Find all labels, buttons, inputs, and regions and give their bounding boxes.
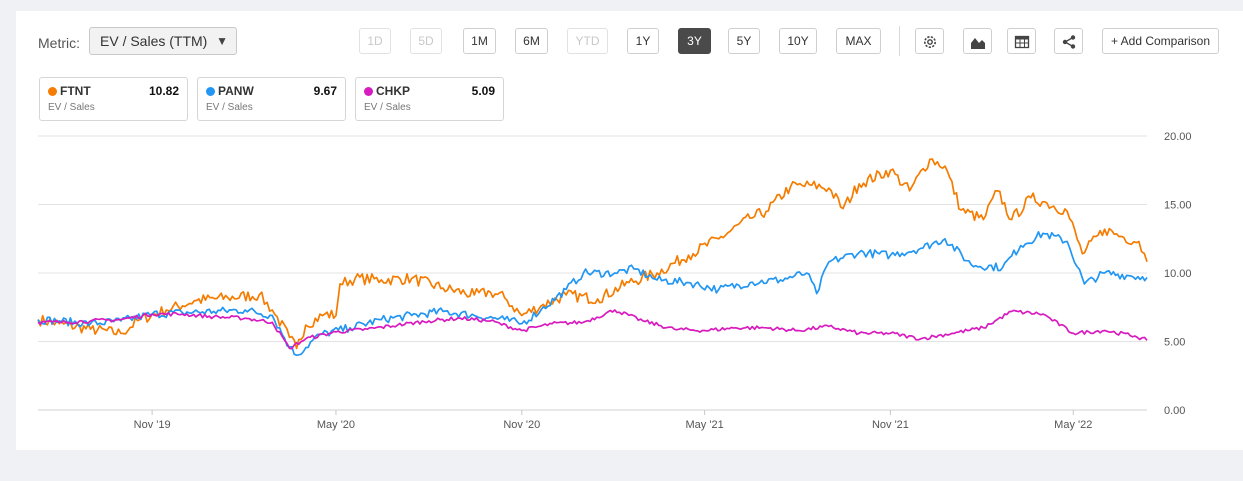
range-label: 5D [418,34,434,48]
range-button-1y[interactable]: 1Y [627,28,659,54]
range-label: 1D [367,34,383,48]
series-line-ftnt [37,158,1148,350]
legend-metric: EV / Sales [206,102,253,113]
toolbar-divider [899,26,900,56]
add-comparison-label: + Add Comparison [1110,34,1211,48]
range-label: YTD [575,34,600,48]
range-button-max[interactable]: MAX [836,28,881,54]
range-label: 3Y [687,34,702,48]
range-button-3y[interactable]: 3Y [678,28,711,54]
y-tick-label: 10.00 [1164,268,1192,280]
series-line-panw [37,231,1148,357]
legend-metric: EV / Sales [48,102,95,113]
range-button-6m[interactable]: 6M [515,28,548,54]
range-label: 1M [471,34,488,48]
range-label: 1Y [635,34,651,48]
y-tick-label: 0.00 [1164,405,1185,417]
range-button-1d[interactable]: 1D [359,28,391,54]
chart-panel: Metric: EV / Sales (TTM) ▼ 1D 5D 1M 6M Y… [16,11,1243,450]
series-color-dot [48,87,57,96]
range-label: 5Y [736,34,752,48]
range-button-10y[interactable]: 10Y [779,28,817,54]
range-button-ytd[interactable]: YTD [567,28,608,54]
metric-label: Metric: [38,35,80,51]
range-label: MAX [845,34,872,48]
add-comparison-button[interactable]: + Add Comparison [1102,28,1219,54]
x-tick-label: May '21 [686,419,724,431]
chart-type-button[interactable] [963,28,992,54]
range-label: 10Y [787,34,809,48]
share-button[interactable] [1054,28,1083,54]
x-tick-label: Nov '20 [503,419,540,431]
metric-dropdown-value: EV / Sales (TTM) [100,33,208,49]
series-line-chkp [37,309,1148,350]
series-color-dot [206,87,215,96]
share-icon [1062,35,1076,49]
metric-dropdown[interactable]: EV / Sales (TTM) ▼ [89,27,237,55]
legend-ticker: FTNT [60,84,91,98]
y-tick-label: 5.00 [1164,337,1185,349]
range-button-5y[interactable]: 5Y [728,28,760,54]
x-tick-label: Nov '19 [134,419,171,431]
x-tick-label: Nov '21 [872,419,909,431]
legend-card-panw[interactable]: PANW 9.67 EV / Sales [197,77,346,121]
table-view-button[interactable] [1007,28,1036,54]
x-tick-label: May '22 [1054,419,1092,431]
legend-card-chkp[interactable]: CHKP 5.09 EV / Sales [355,77,504,121]
legend-value: 10.82 [148,84,179,98]
legend-metric: EV / Sales [364,102,411,113]
range-button-5d[interactable]: 5D [410,28,442,54]
y-tick-label: 20.00 [1164,131,1192,143]
chevron-down-icon: ▼ [216,34,228,48]
legend-ticker: PANW [218,84,254,98]
range-label: 6M [523,34,540,48]
legend-card-ftnt[interactable]: FTNT 10.82 EV / Sales [39,77,188,121]
range-button-1m[interactable]: 1M [463,28,496,54]
settings-button[interactable] [915,28,944,54]
legend-value: 9.67 [313,84,337,98]
series-color-dot [364,87,373,96]
x-tick-label: May '20 [317,419,355,431]
gear-icon [924,36,936,48]
legend-value: 5.09 [471,84,495,98]
area-chart-icon [971,38,985,49]
y-tick-label: 15.00 [1164,200,1192,212]
table-icon [1014,35,1030,49]
legend-ticker: CHKP [376,84,411,98]
